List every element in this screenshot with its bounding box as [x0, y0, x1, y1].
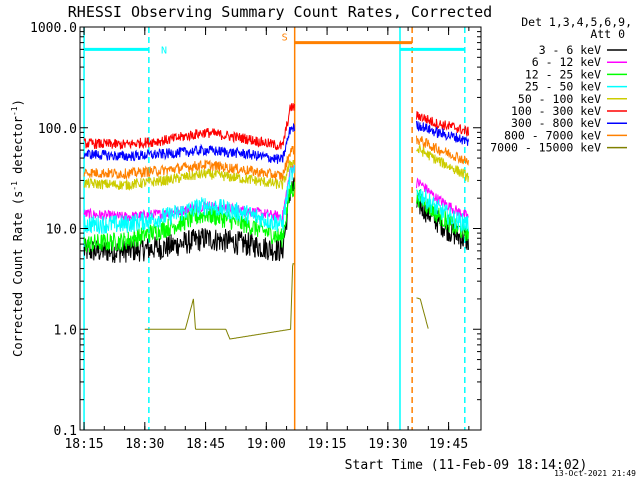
- x-axis-label: Start Time (11-Feb-09 18:14:02): [345, 458, 588, 473]
- y-axis-label-main: Corrected Count Rate (s: [11, 191, 25, 357]
- x-tick-label: 19:45: [429, 437, 468, 452]
- legend-label: 100 - 300 keV: [511, 104, 601, 118]
- series-line: [83, 103, 295, 151]
- series-line: [83, 122, 295, 164]
- x-tick-label: 18:30: [125, 437, 164, 452]
- series-line: [416, 177, 469, 219]
- legend-label: 6 - 12 keV: [532, 55, 601, 69]
- series-line: [416, 297, 429, 329]
- x-tick-label: 19:00: [247, 437, 286, 452]
- chart-title: RHESSI Observing Summary Count Rates, Co…: [68, 3, 492, 21]
- annotation-label: S: [282, 33, 288, 44]
- footer-timestamp: 13-Oct-2021 21:49: [554, 469, 636, 478]
- x-tick-label: 19:15: [308, 437, 347, 452]
- y-axis-label-mid: detector: [11, 116, 25, 181]
- series-line: [83, 181, 295, 254]
- series-line: [416, 120, 469, 146]
- y-axis-label-sup2: -1: [10, 106, 19, 116]
- series-line: [416, 189, 469, 234]
- series-line: [83, 164, 295, 235]
- axes: 18:15 18:30 18:45 19:00 19:15 19:30 19:45 0.1 1.…: [30, 21, 482, 452]
- series-line: [416, 143, 469, 183]
- y-axis-label-sup1: -1: [10, 181, 19, 191]
- series-line: [416, 193, 469, 251]
- x-tick-label: 18:45: [186, 437, 225, 452]
- y-tick-label: 100.0: [38, 122, 77, 137]
- x-tick-label: 18:15: [64, 437, 103, 452]
- legend-label: 7000 - 15000 keV: [490, 141, 601, 155]
- y-tick-label: 1000.0: [30, 21, 77, 36]
- legend-label: 12 - 25 keV: [525, 67, 601, 81]
- legend-label: 800 - 7000 keV: [504, 128, 601, 142]
- y-axis-label: Corrected Count Rate (s-1 detector-1): [10, 99, 25, 357]
- legend-header-line-1: Det 1,3,4,5,6,9,: [521, 15, 632, 29]
- series-line: [83, 159, 295, 191]
- y-tick-label: 10.0: [46, 223, 77, 238]
- series-line: [416, 135, 469, 166]
- x-tick-label: 19:30: [368, 437, 407, 452]
- annotation-label: N: [161, 45, 167, 56]
- series-line: [83, 146, 295, 182]
- series-layer: [83, 103, 469, 340]
- y-axis-label-end: ): [11, 99, 25, 106]
- series-line: [416, 189, 469, 242]
- legend-label: 50 - 100 keV: [518, 92, 601, 106]
- legend-label: 25 - 50 keV: [525, 80, 601, 94]
- series-line: [144, 262, 295, 340]
- y-tick-label: 0.1: [54, 424, 77, 439]
- legend-label: 300 - 800 keV: [511, 116, 601, 130]
- legend-label: 3 - 6 keV: [539, 43, 601, 57]
- legend-header-line-2: Att 0: [590, 27, 625, 41]
- y-tick-label: 1.0: [54, 323, 77, 338]
- plot-frame: [79, 26, 482, 431]
